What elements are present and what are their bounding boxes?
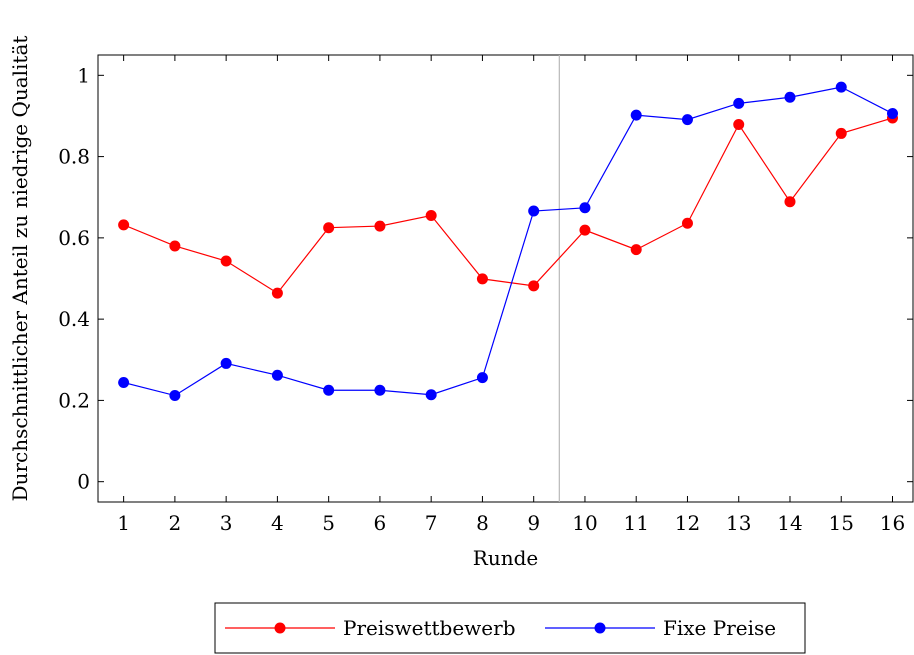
data-point-fixe-preise (733, 97, 745, 109)
data-point-preiswettbewerb (271, 287, 283, 299)
legend-label: Preiswettbewerb (343, 616, 516, 640)
x-tick-label: 7 (425, 511, 438, 535)
data-point-preiswettbewerb (835, 127, 847, 139)
legend-label: Fixe Preise (663, 616, 776, 640)
x-tick-label: 5 (322, 511, 335, 535)
data-point-preiswettbewerb (169, 240, 181, 252)
data-point-fixe-preise (835, 81, 847, 93)
data-point-fixe-preise (220, 357, 232, 369)
x-tick-label: 10 (572, 511, 597, 535)
x-tick-label: 3 (220, 511, 233, 535)
data-point-fixe-preise (323, 384, 335, 396)
x-tick-label: 8 (476, 511, 489, 535)
y-axis-label: Durchschnittlicher Anteil zu niedrige Qu… (8, 36, 32, 502)
series-line-fixe-preise (123, 86, 893, 397)
data-point-preiswettbewerb (579, 224, 591, 236)
x-tick-label: 15 (829, 511, 854, 535)
data-point-fixe-preise (374, 384, 386, 396)
x-tick-label: 13 (726, 511, 751, 535)
y-tick-label: 1 (77, 63, 90, 87)
plot-frame (97, 54, 914, 503)
y-tick-label: 0.4 (58, 307, 90, 331)
data-point-preiswettbewerb (323, 222, 335, 234)
data-point-preiswettbewerb (220, 255, 232, 267)
x-axis-label: Runde (473, 546, 538, 570)
data-point-preiswettbewerb (630, 244, 642, 256)
x-tick-label: 6 (374, 511, 387, 535)
x-tick-label: 16 (880, 511, 905, 535)
x-tick-label: 11 (623, 511, 648, 535)
data-point-fixe-preise (476, 372, 488, 384)
x-tick-label: 2 (169, 511, 182, 535)
series-line-preiswettbewerb (123, 117, 893, 294)
data-point-fixe-preise (169, 390, 181, 402)
legend-marker (594, 622, 606, 634)
y-tick-label: 0.2 (58, 388, 90, 412)
data-point-fixe-preise (118, 377, 130, 389)
x-tick-label: 14 (777, 511, 802, 535)
y-tick-label: 0.8 (58, 145, 90, 169)
data-point-fixe-preise (681, 114, 693, 126)
x-tick-label: 4 (271, 511, 284, 535)
y-tick-label: 0.6 (58, 226, 90, 250)
data-point-fixe-preise (528, 205, 540, 217)
legend-marker (274, 622, 286, 634)
legend: Preiswettbewerb Fixe Preise (214, 602, 806, 654)
data-point-fixe-preise (784, 91, 796, 103)
data-point-preiswettbewerb (425, 210, 437, 222)
data-point-fixe-preise (886, 108, 898, 120)
data-point-preiswettbewerb (733, 118, 745, 130)
data-point-fixe-preise (425, 389, 437, 401)
data-point-fixe-preise (630, 109, 642, 121)
y-tick-label: 0 (77, 470, 90, 494)
x-tick-label: 12 (675, 511, 700, 535)
data-point-preiswettbewerb (374, 220, 386, 232)
data-point-preiswettbewerb (476, 273, 488, 285)
data-point-preiswettbewerb (528, 280, 540, 292)
data-point-fixe-preise (271, 369, 283, 381)
data-point-preiswettbewerb (784, 196, 796, 208)
data-point-preiswettbewerb (118, 219, 130, 231)
data-point-fixe-preise (579, 202, 591, 214)
x-tick-label: 9 (527, 511, 540, 535)
x-tick-label: 1 (117, 511, 130, 535)
data-point-preiswettbewerb (681, 217, 693, 229)
